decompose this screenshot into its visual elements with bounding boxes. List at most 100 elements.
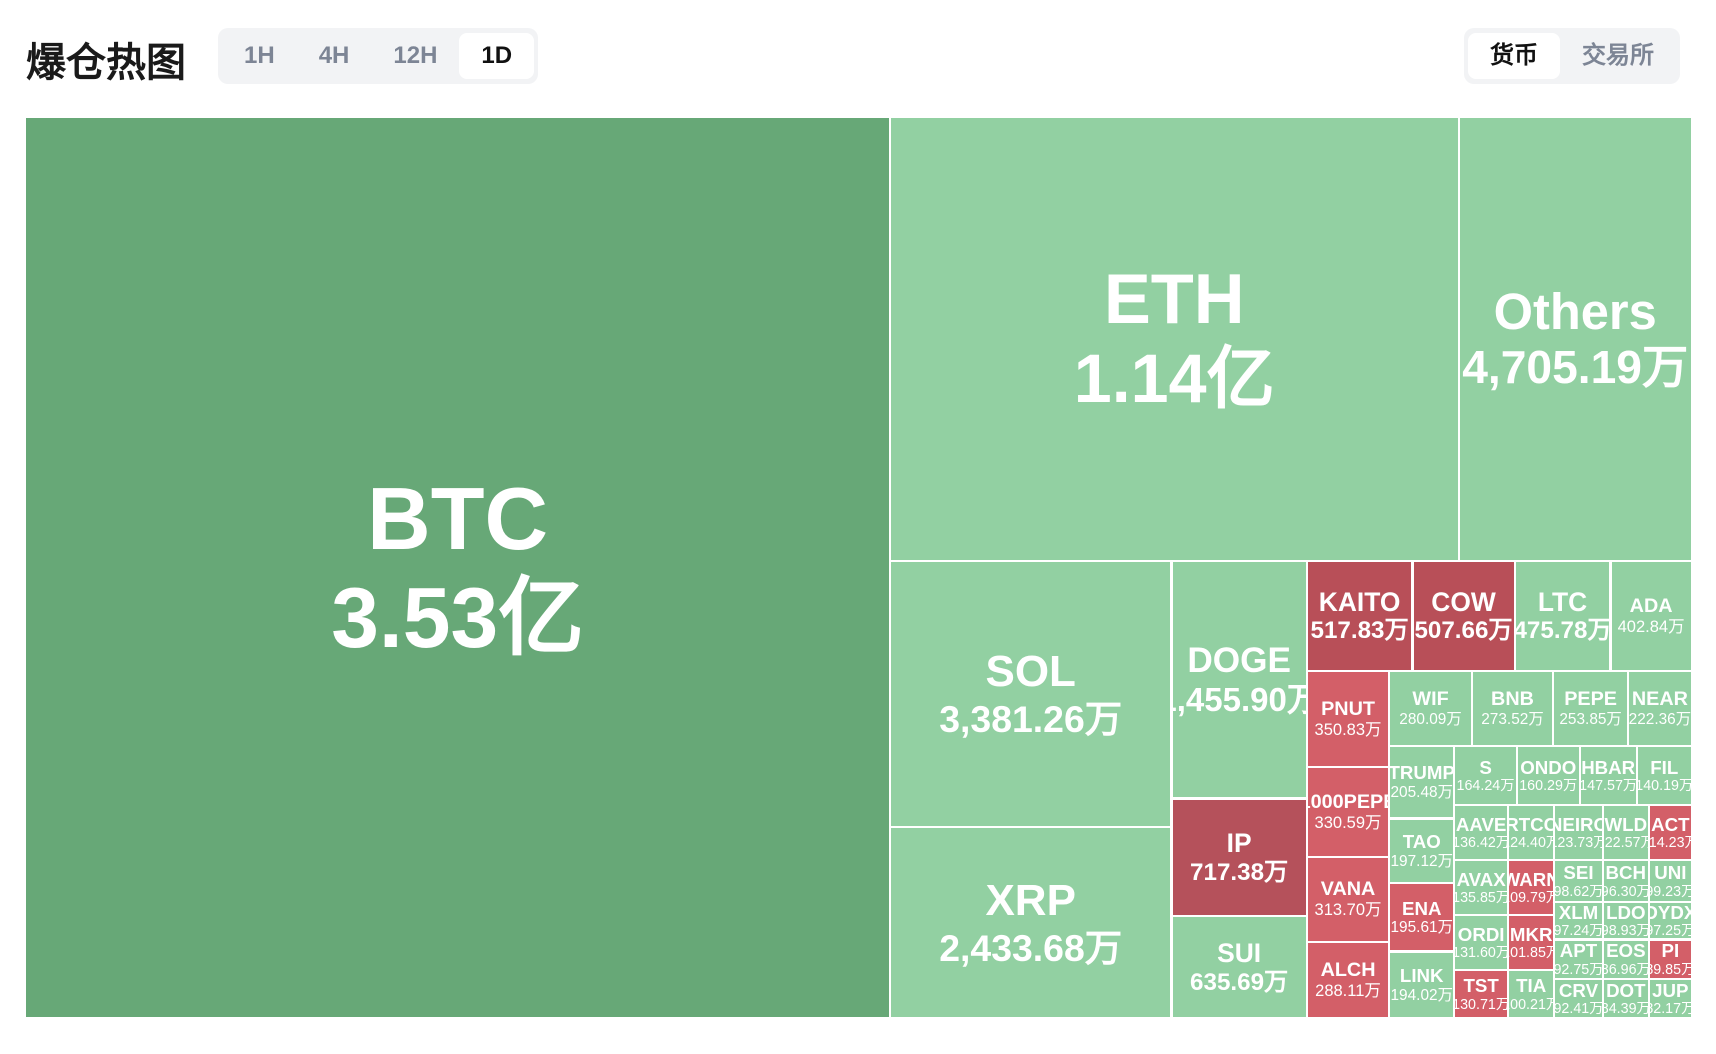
- tile[interactable]: WIF 280.09万: [1390, 672, 1471, 745]
- tile[interactable]: XLM 97.24万: [1555, 903, 1602, 939]
- tile[interactable]: IP 717.38万: [1172, 799, 1306, 916]
- tile-value: 253.85万: [1559, 710, 1622, 728]
- tile[interactable]: FIL 140.19万: [1637, 746, 1691, 805]
- tile-value: 194.02万: [1390, 986, 1453, 1004]
- tile-value: 222.36万: [1629, 710, 1691, 728]
- tile-name: WARN: [1509, 868, 1554, 890]
- tile[interactable]: ETH 1.14亿: [891, 117, 1458, 560]
- tile-name: UNI: [1654, 862, 1687, 884]
- tile-value: 109.79万: [1509, 890, 1554, 907]
- tile-value: 84.39万: [1603, 1001, 1648, 1018]
- tile[interactable]: VANA 313.70万: [1307, 858, 1389, 941]
- tile[interactable]: ADA 402.84万: [1611, 562, 1691, 670]
- tile-name: MKR: [1509, 923, 1553, 945]
- tile[interactable]: SUI 635.69万: [1172, 917, 1306, 1018]
- tile[interactable]: BNB 273.52万: [1472, 672, 1553, 745]
- tile[interactable]: TAO 197.12万: [1390, 819, 1454, 883]
- tile-value: 114.23万: [1650, 835, 1691, 852]
- tab[interactable]: 1H: [244, 42, 275, 69]
- tile-name: WLD: [1604, 813, 1648, 835]
- tile[interactable]: WARN109.79万: [1509, 861, 1554, 915]
- tile[interactable]: TRUMP 205.48万: [1390, 746, 1454, 818]
- tile-value: 82.17万: [1650, 1001, 1691, 1018]
- tile-name: FIL: [1650, 756, 1679, 778]
- tile[interactable]: Others 4,705.19万: [1459, 117, 1691, 560]
- tile[interactable]: APT 92.75万: [1555, 940, 1602, 978]
- tile[interactable]: SOL 3,381.26万: [891, 562, 1171, 827]
- tile-value: 136.42万: [1455, 835, 1507, 852]
- tab[interactable]: 交易所: [1582, 42, 1654, 69]
- tile[interactable]: ONDO 160.29万: [1518, 746, 1579, 805]
- tab[interactable]: 货币: [1468, 33, 1560, 79]
- tile-value: 130.71万: [1455, 996, 1507, 1013]
- tile[interactable]: AVAX 135.85万: [1455, 861, 1507, 915]
- tile-name: TRUMP: [1390, 762, 1454, 784]
- tile[interactable]: LDO 98.93万: [1603, 903, 1648, 939]
- tile-name: VANA: [1320, 878, 1376, 901]
- tile[interactable]: BTC 3.53亿: [26, 117, 889, 1018]
- tile[interactable]: NEAR 222.36万: [1629, 672, 1691, 745]
- tile[interactable]: S 164.24万: [1455, 746, 1516, 805]
- tile[interactable]: XRP 2,433.68万: [891, 828, 1171, 1018]
- tile-name: SUI: [1217, 938, 1262, 969]
- tile[interactable]: RTCC124.40万: [1509, 806, 1554, 860]
- tile[interactable]: WLD122.57万: [1603, 806, 1648, 860]
- tile[interactable]: ACT114.23万: [1650, 806, 1691, 860]
- tile-name: ACT: [1651, 813, 1690, 835]
- tile[interactable]: PEPE 253.85万: [1554, 672, 1627, 745]
- tile-value: 140.19万: [1637, 778, 1691, 795]
- tile-name: JUP: [1652, 980, 1689, 1001]
- tile-name: S: [1479, 756, 1492, 778]
- tile[interactable]: LINK 194.02万: [1390, 952, 1454, 1018]
- tile[interactable]: LTC 475.78万: [1515, 562, 1610, 670]
- tile[interactable]: DOGE1,455.90万: [1172, 562, 1306, 798]
- tile-value: 3.53亿: [331, 569, 584, 666]
- tile[interactable]: PI89.85万: [1650, 940, 1691, 978]
- tile-name: EOS: [1606, 940, 1646, 962]
- tile-name: NEAR: [1631, 688, 1688, 711]
- tile-name: LINK: [1399, 965, 1444, 987]
- tile-name: ETH: [1103, 259, 1245, 339]
- tile[interactable]: JUP82.17万: [1650, 980, 1691, 1018]
- tile-value: 100.21万: [1509, 996, 1554, 1013]
- tile-value: 1,455.90万: [1173, 681, 1306, 719]
- tile-name: ADA: [1629, 595, 1673, 618]
- tile[interactable]: AAVE 136.42万: [1455, 806, 1507, 860]
- tile-name: ALCH: [1320, 959, 1376, 982]
- tile-name: PI: [1661, 940, 1680, 962]
- tile[interactable]: HBAR 147.57万: [1580, 746, 1636, 805]
- tab[interactable]: 4H: [318, 42, 350, 69]
- tile-value: 2,433.68万: [939, 926, 1123, 969]
- tile[interactable]: COW 507.66万: [1413, 562, 1514, 670]
- tile-value: 92.75万: [1555, 961, 1602, 978]
- tile-value: 135.85万: [1455, 890, 1507, 907]
- tile-value: 147.57万: [1580, 778, 1636, 795]
- tile[interactable]: ENA 195.61万: [1390, 884, 1454, 951]
- tile[interactable]: KAITO 517.83万: [1307, 562, 1412, 670]
- tile[interactable]: DOT 84.39万: [1603, 980, 1648, 1018]
- tile[interactable]: PNUT 350.83万: [1307, 672, 1389, 766]
- tile[interactable]: NEIRO123.73万: [1555, 806, 1602, 860]
- tile[interactable]: CRV 92.41万: [1555, 980, 1602, 1018]
- tile[interactable]: EOS 86.96万: [1603, 940, 1648, 978]
- tile[interactable]: MKR101.85万: [1509, 916, 1554, 970]
- tile[interactable]: SEI 98.62万: [1555, 861, 1602, 901]
- tile-name: IP: [1226, 828, 1252, 859]
- tile-value: 124.40万: [1509, 835, 1554, 852]
- tile[interactable]: DYDX97.25万: [1650, 903, 1691, 939]
- tab[interactable]: 12H: [393, 42, 438, 69]
- tile[interactable]: UNI99.23万: [1650, 861, 1691, 901]
- tile[interactable]: TIA100.21万: [1509, 971, 1554, 1018]
- tile-name: ONDO: [1520, 756, 1577, 778]
- tile-name: LTC: [1537, 586, 1588, 617]
- tile[interactable]: 1000PEPE330.59万: [1307, 767, 1389, 856]
- tile[interactable]: TST 130.71万: [1455, 971, 1507, 1018]
- tile-value: 4,705.19万: [1462, 341, 1689, 394]
- tile[interactable]: BCH 96.30万: [1603, 861, 1648, 901]
- tile[interactable]: ORDI 131.60万: [1455, 916, 1507, 970]
- tile-value: 507.66万: [1414, 617, 1513, 645]
- tile[interactable]: ALCH 288.11万: [1307, 942, 1389, 1018]
- tile-value: 86.96万: [1603, 961, 1648, 978]
- tab[interactable]: 1D: [459, 33, 535, 79]
